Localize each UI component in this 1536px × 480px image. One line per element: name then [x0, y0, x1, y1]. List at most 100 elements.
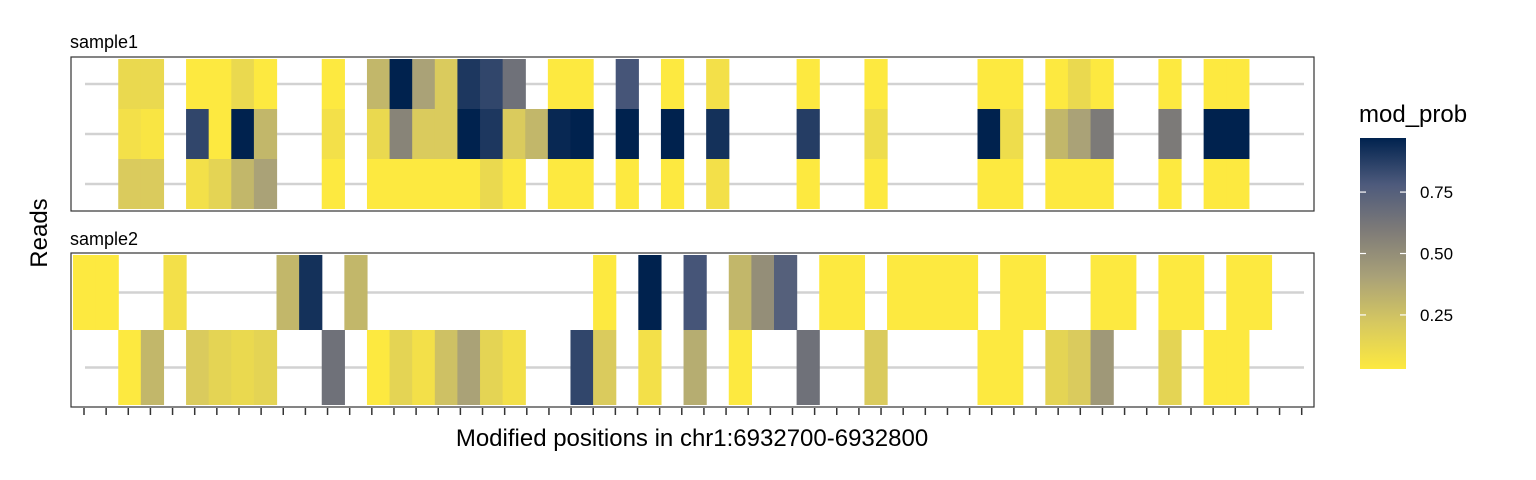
heatmap-cell: [366, 59, 391, 109]
heatmap-cell: [864, 330, 888, 405]
heatmap-cell: [864, 159, 888, 209]
heatmap-cell: [570, 59, 594, 109]
heatmap-cell: [253, 109, 278, 159]
heatmap-cell: [186, 159, 210, 209]
heatmap-cell: [344, 255, 368, 330]
x-axis-label: Modified positions in chr1:6932700-69328…: [456, 425, 928, 452]
panel-sample2: sample2: [70, 229, 1315, 408]
heatmap-cell: [1045, 109, 1069, 159]
heatmap-cell: [570, 159, 594, 209]
heatmap-cell: [1248, 255, 1273, 330]
heatmap-cell: [525, 109, 549, 159]
heatmap-cell: [1000, 330, 1024, 405]
heatmap-cell: [706, 59, 730, 109]
heatmap-cell: [434, 109, 459, 159]
heatmap-cell: [796, 109, 820, 159]
heatmap-cell: [1090, 255, 1114, 330]
heatmap-cell: [706, 109, 730, 159]
heatmap-cell: [186, 59, 210, 109]
heatmap-cell: [321, 109, 345, 159]
heatmap-cell: [412, 159, 436, 209]
heatmap-cell: [231, 159, 255, 209]
heatmap-cell: [366, 330, 391, 405]
heatmap-cell: [1113, 255, 1137, 330]
heatmap-cell: [796, 59, 820, 109]
heatmap-cell: [253, 159, 278, 209]
heatmap-cell: [95, 255, 119, 330]
heatmap-cell: [502, 330, 526, 405]
heatmap-cell: [480, 109, 504, 159]
heatmap-cell: [796, 330, 820, 405]
heatmap-cell: [1090, 109, 1114, 159]
panel-border: [70, 252, 1315, 408]
heatmap-cell: [118, 330, 142, 405]
heatmap-cell: [1158, 255, 1182, 330]
heatmap-cell: [1158, 159, 1182, 209]
heatmap-cell: [208, 59, 232, 109]
heatmap-cell: [932, 255, 956, 330]
heatmap-cell: [231, 109, 255, 159]
heatmap-cell: [457, 159, 481, 209]
heatmap-cell: [954, 255, 979, 330]
heatmap-cell: [1158, 330, 1182, 405]
heatmap-cell: [909, 255, 933, 330]
legend: mod_prob 0.25 0.50 0.75: [1359, 101, 1467, 369]
heatmap-cell: [1000, 109, 1024, 159]
heatmap-cell: [366, 159, 391, 209]
heatmap-cell: [480, 159, 504, 209]
heatmap-cell: [118, 59, 142, 109]
heatmap-cell: [1203, 109, 1227, 159]
x-axis-ticks: [83, 408, 1303, 415]
heatmap-cell: [299, 255, 323, 330]
heatmap-cell: [412, 59, 436, 109]
heatmap-cell: [728, 255, 752, 330]
heatmap-cell: [1000, 59, 1024, 109]
heatmap-cell: [1067, 330, 1092, 405]
heatmap-cell: [638, 255, 662, 330]
heatmap-cell: [706, 159, 730, 209]
heatmap-cell: [1226, 159, 1250, 209]
heatmap-cell: [118, 159, 142, 209]
heatmap-cell: [683, 330, 707, 405]
legend-colorbar: [1360, 138, 1406, 369]
heatmap-cell: [1226, 255, 1250, 330]
heatmap-cell: [434, 59, 459, 109]
heatmap-cell: [208, 109, 232, 159]
heatmap-cell: [163, 255, 187, 330]
heatmap-cell: [977, 109, 1001, 159]
heatmap-cell: [841, 255, 866, 330]
heatmap-cell: [321, 159, 345, 209]
heatmap-cell: [1203, 330, 1227, 405]
heatmap-cell: [366, 109, 391, 159]
heatmap-cell: [1203, 159, 1227, 209]
heatmap-cell: [1000, 159, 1024, 209]
legend-tick-label: 0.75: [1420, 183, 1453, 202]
heatmap-cell: [412, 109, 436, 159]
heatmap-cell: [1181, 255, 1205, 330]
heatmap-cell: [118, 109, 142, 159]
heatmap-cell: [140, 330, 165, 405]
heatmap-cell: [1226, 59, 1250, 109]
heatmap-cell: [480, 330, 504, 405]
heatmap-cell: [389, 109, 413, 159]
heatmap-cell: [140, 59, 165, 109]
legend-title: mod_prob: [1359, 101, 1467, 128]
heatmap-cell: [276, 255, 300, 330]
panel-sample1: sample1: [70, 32, 1315, 212]
heatmap-cell: [1067, 109, 1092, 159]
heatmap-cell: [321, 59, 345, 109]
heatmap-cell: [389, 59, 413, 109]
legend-tick-label: 0.50: [1420, 245, 1453, 264]
heatmap-cell: [547, 59, 572, 109]
heatmap-cell: [796, 159, 820, 209]
heatmap-cell: [683, 255, 707, 330]
y-axis-label: Reads: [26, 198, 53, 267]
heatmap-cell: [1045, 159, 1069, 209]
panel-title: sample2: [70, 229, 138, 249]
heatmap-cell: [1226, 330, 1250, 405]
heatmap-cell: [321, 330, 345, 405]
heatmap-cell: [208, 159, 232, 209]
heatmap-cell: [547, 109, 572, 159]
heatmap-cell: [1067, 159, 1092, 209]
